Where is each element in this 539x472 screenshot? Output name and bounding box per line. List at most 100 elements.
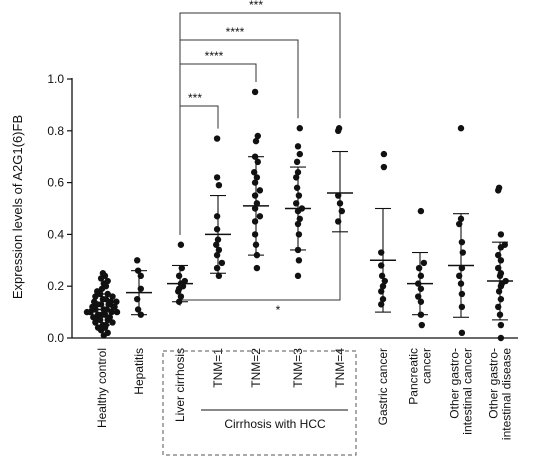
data-point [417, 311, 425, 318]
data-point [94, 311, 102, 318]
data-point [381, 277, 388, 285]
data-point [213, 226, 221, 233]
data-point [94, 288, 101, 295]
data-point [458, 238, 466, 246]
data-point [495, 251, 502, 259]
data-point [109, 319, 116, 326]
data-point [251, 153, 259, 160]
x-tick-label: Gastric cancer [376, 348, 390, 425]
data-point [497, 231, 505, 238]
x-tick-label: TNM=2 [249, 348, 263, 388]
group-liver-cirrhosis [167, 241, 193, 305]
data-point [379, 283, 387, 290]
data-point [417, 272, 425, 280]
data-point [457, 125, 465, 132]
significance-bracket [179, 12, 341, 235]
data-groups [83, 88, 513, 342]
data-point [213, 241, 220, 248]
data-point [495, 303, 502, 311]
group-pancreatic-cancer [407, 207, 433, 329]
data-point [213, 213, 221, 220]
y-axis-label: Expression levels of A2G1(6)FB [10, 115, 25, 299]
data-point [294, 220, 302, 228]
data-point [251, 205, 259, 212]
x-tick-label: Hepatitis [132, 348, 146, 395]
data-point [104, 277, 111, 285]
x-tick-label: Other gastro- [487, 348, 501, 419]
group-tnm-3 [285, 125, 311, 280]
significance-label: *** [188, 91, 202, 105]
data-point [294, 169, 302, 176]
data-point [99, 270, 107, 277]
data-point [296, 125, 303, 132]
data-point [295, 257, 303, 264]
data-point [213, 135, 221, 142]
data-point [415, 293, 422, 300]
data-point [378, 262, 385, 269]
data-point [253, 174, 261, 181]
data-point [253, 200, 261, 207]
data-point [214, 236, 222, 243]
significance-label: * [276, 303, 281, 317]
data-point [134, 306, 142, 313]
data-point [378, 249, 385, 256]
x-tick-label: intestinal cancer [461, 348, 475, 435]
data-point [218, 259, 226, 267]
data-point [293, 184, 301, 191]
data-point [335, 125, 343, 132]
data-point [296, 150, 303, 158]
data-point [215, 246, 223, 254]
y-tick-label: 0.8 [47, 124, 64, 138]
significance-bracket [179, 39, 299, 235]
data-point [496, 311, 504, 318]
data-point [458, 264, 466, 272]
data-point [378, 301, 385, 308]
data-point [175, 298, 183, 305]
group-hepatitis [126, 257, 152, 318]
data-point [213, 174, 221, 181]
data-point [497, 321, 505, 329]
data-point [338, 207, 345, 215]
data-point [335, 192, 342, 199]
x-tick-label: Pancreatic [407, 348, 421, 405]
data-point [256, 213, 264, 220]
x-tick-label: TNM=4 [333, 348, 347, 388]
data-point [102, 295, 110, 303]
data-point [497, 257, 505, 264]
data-point [251, 169, 258, 176]
data-point [294, 143, 302, 150]
cirrhosis-group-box [162, 350, 357, 456]
data-point [104, 329, 111, 337]
data-point [502, 277, 509, 285]
data-point [251, 231, 259, 238]
data-point [457, 280, 465, 287]
data-point [177, 293, 185, 300]
y-tick-label: 0.6 [47, 176, 64, 190]
data-point [134, 267, 142, 274]
x-tick-label: Healthy control [95, 348, 109, 428]
data-point [101, 311, 109, 318]
data-point [254, 132, 261, 140]
data-point [379, 295, 387, 303]
data-point [456, 220, 463, 228]
group-other-gastro-intestinal-cancer [448, 125, 474, 337]
x-tick-label: TNM=3 [291, 348, 305, 388]
data-point [335, 218, 342, 225]
data-point [215, 181, 223, 189]
group-tnm-4 [327, 125, 353, 233]
significance-brackets: *************** [179, 0, 341, 317]
y-tick-label: 0.4 [47, 227, 64, 241]
x-tick-labels: Healthy control Hepatitis Liver cirrhosis T… [95, 348, 514, 440]
data-point [252, 137, 260, 145]
axes: 0.0 0.2 0.4 0.6 0.8 1.0 [47, 72, 518, 345]
x-tick-label: intestinal disease [500, 348, 514, 440]
data-point [459, 249, 466, 256]
data-point [495, 184, 503, 191]
data-point [103, 306, 111, 313]
data-point [253, 251, 261, 259]
group-gastric-cancer [370, 150, 396, 313]
data-point [134, 295, 141, 303]
data-point [501, 241, 508, 248]
data-point [137, 272, 144, 280]
